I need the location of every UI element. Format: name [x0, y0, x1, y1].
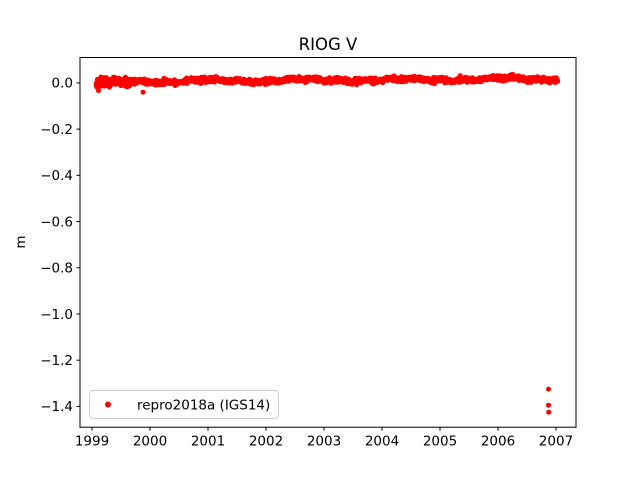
- x-tick-label: 2006: [481, 434, 515, 450]
- x-tick-label: 2005: [423, 434, 457, 450]
- scatter-series: [93, 71, 561, 415]
- x-tick-label: 1999: [75, 434, 109, 450]
- y-tick-label: −1.0: [40, 307, 73, 323]
- legend-label: repro2018a (IGS14): [137, 398, 270, 414]
- x-tick-label: 2003: [307, 434, 341, 450]
- y-tick-label: −1.2: [40, 353, 73, 369]
- x-axis-ticks: 1999 2000 2001 2002 2003 2004 2005 2006 2007: [75, 427, 573, 450]
- y-axis-ticks: 0.0 −0.2 −0.4 −0.6 −0.8 −1.0 −1.2 −1.4: [40, 76, 80, 415]
- outlier-point: [546, 402, 551, 408]
- x-tick-label: 2001: [191, 434, 225, 450]
- y-axis-label: m: [13, 235, 29, 248]
- y-tick-label: −1.4: [40, 399, 73, 415]
- y-tick-label: −0.6: [40, 214, 73, 230]
- x-tick-label: 2002: [249, 434, 283, 450]
- plot-area: 1999 2000 2001 2002 2003 2004 2005 2006 2007 0.0 −…: [40, 57, 577, 450]
- x-tick-label: 2007: [539, 434, 573, 450]
- y-tick-label: −0.8: [40, 261, 73, 277]
- y-tick-label: −0.4: [40, 168, 73, 184]
- x-tick-label: 2000: [133, 434, 167, 450]
- y-tick-label: −0.2: [40, 122, 73, 138]
- chart-title: RIOG V: [299, 35, 358, 54]
- legend: repro2018a (IGS14): [89, 390, 279, 419]
- outlier-point: [546, 386, 551, 392]
- legend-frame: [89, 390, 279, 419]
- x-tick-label: 2004: [365, 434, 399, 450]
- legend-marker-icon: [105, 401, 111, 408]
- y-tick-label: 0.0: [52, 76, 73, 92]
- outlier-point: [140, 89, 146, 95]
- plot-border: [79, 57, 577, 428]
- outlier-point: [546, 409, 552, 415]
